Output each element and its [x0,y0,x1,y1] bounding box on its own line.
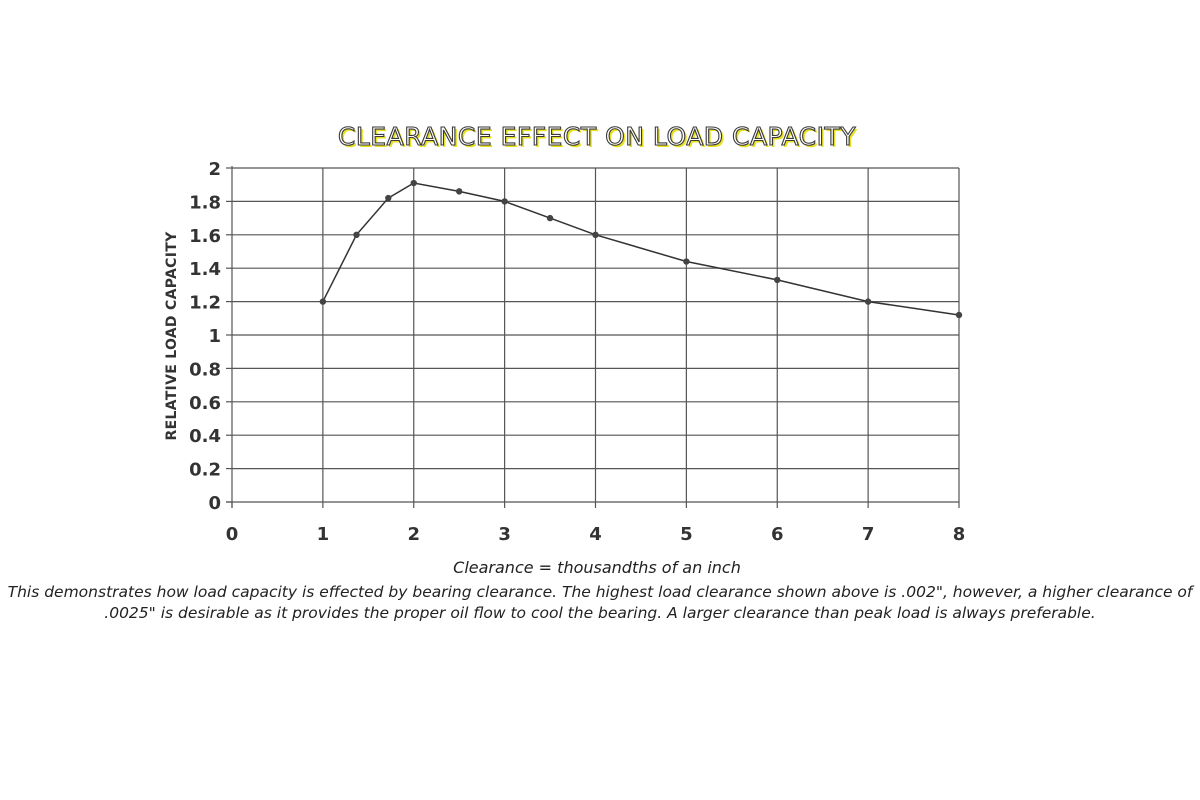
x-tick-label: 1 [317,524,330,545]
x-tick-label: 2 [407,524,420,545]
grid-lines [232,167,960,502]
y-axis-label: RELATIVE LOAD CAPACITY [164,231,180,441]
y-tick-label: 0 [208,493,221,514]
chart-title: CLEARANCE EFFECT ON LOAD CAPACITY [338,122,856,151]
y-tick-label: 1.2 [189,293,221,314]
data-point [455,188,463,195]
axes [226,166,960,508]
data-point [546,214,554,222]
data-point [353,231,360,238]
data-point [410,179,417,187]
x-axis-label: Clearance = thousandths of an inch [453,558,741,577]
data-point [774,276,781,284]
y-tick-label: 0.6 [189,393,221,414]
y-tick-label: 0.2 [189,460,221,481]
x-tick-labels: 0 1 2 3 4 5 6 7 8 [226,524,966,545]
x-tick-label: 0 [226,524,239,545]
x-tick-label: 5 [680,524,693,545]
y-tick-label: 0.8 [189,359,221,380]
y-tick-label: 2 [208,159,221,180]
y-tick-label: 1.4 [189,259,221,280]
x-tick-label: 4 [589,524,602,545]
y-tick-label: 0.4 [189,426,221,447]
y-tick-label: 1.8 [189,192,221,213]
data-point [385,194,392,202]
x-tick-label: 3 [498,524,511,545]
x-tick-label: 7 [862,524,875,545]
series-line [322,182,960,316]
series-load-capacity [319,179,963,319]
x-tick-label: 8 [953,524,966,545]
y-tick-labels: 0 0.2 0.4 0.6 0.8 1 1.2 1.4 1.6 1.8 2 [189,159,221,514]
chart-caption: This demonstrates how load capacity is e… [7,583,1193,622]
chart-title-group: CLEARANCE EFFECT ON LOAD CAPACITY CLEARA… [337,121,858,153]
data-point [955,311,963,319]
data-point [319,298,327,305]
y-tick-label: 1.6 [189,226,221,247]
x-tick-label: 6 [771,524,784,545]
data-point [683,258,690,265]
data-point [501,198,508,205]
chart-title-shadow: CLEARANCE EFFECT ON LOAD CAPACITY [340,124,858,153]
y-tick-label: 1 [208,326,221,347]
data-point [864,298,872,305]
data-point [592,231,599,238]
